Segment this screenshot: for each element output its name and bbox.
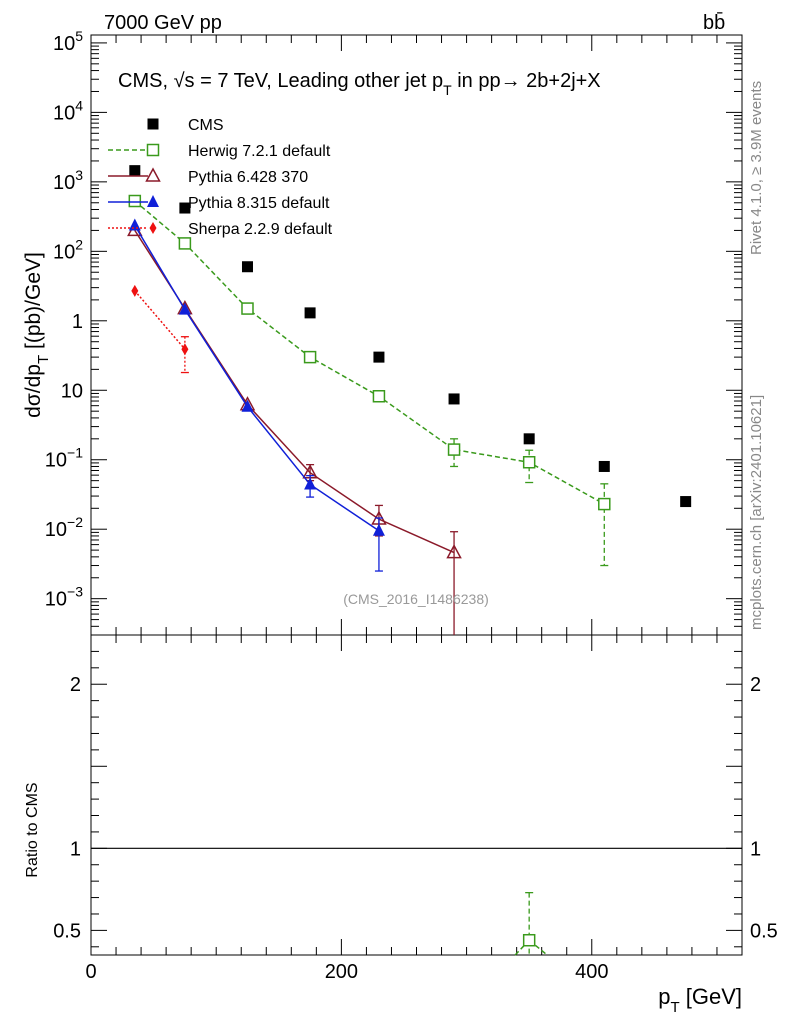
data-point [178, 237, 192, 250]
ratio-tick-label-right: 1 [750, 838, 761, 860]
x-tick-label: 200 [325, 961, 358, 983]
data-point [304, 477, 317, 490]
data-point [446, 544, 462, 559]
y-tick-label: 104 [53, 97, 83, 124]
rivet-version-label: Rivet 4.1.0, ≥ 3.9M events [748, 81, 765, 255]
y-tick-label: 10−1 [45, 445, 83, 472]
legend-entry: Pythia 6.428 370 [108, 167, 308, 186]
y-tick-label: 10−3 [45, 584, 83, 611]
y-axis-label: dσ/dpT [(pb)/GeV] [22, 252, 52, 418]
legend-entry: Sherpa 2.2.9 default [108, 221, 333, 238]
ratio-y-axis-label: Ratio to CMS [24, 782, 41, 877]
ratio-tick-label-right: 2 [750, 674, 761, 696]
legend: CMS Herwig 7.2.1 default Pythia 6.428 370 P… [108, 117, 333, 238]
data-point [448, 393, 460, 405]
legend-label: Pythia 6.428 370 [188, 169, 308, 186]
data-point [598, 497, 611, 511]
chart-title: CMS, √s = 7 TeV, Leading other jet pT in… [118, 70, 601, 98]
ratio-point [522, 933, 536, 947]
y-tick-label: 10−2 [45, 514, 83, 541]
axes: 105 104 103 102 1 10 10−1 10−2 10−3 0 200 400 2 2 1 1 0.… [45, 28, 778, 983]
y-tick-label: 105 [53, 28, 83, 55]
legend-marker [145, 167, 161, 182]
data-point [523, 433, 535, 445]
series-pythia-6-428-370 [127, 221, 462, 635]
process-label: bb̄ [703, 11, 725, 34]
series-cms [129, 165, 692, 508]
mcplots-label: mcplots.cern.ch [arXiv:2401.10621] [748, 395, 765, 630]
data-point [131, 284, 139, 297]
data-point [128, 194, 142, 208]
ratio-tick-label: 1 [70, 838, 81, 860]
legend-marker [147, 118, 159, 130]
energy-label: 7000 GeV pp [104, 12, 222, 34]
ratio-tick-label: 2 [70, 674, 81, 696]
data-point [178, 302, 191, 315]
legend-entry: Pythia 8.315 default [108, 195, 330, 212]
legend-marker [149, 222, 157, 234]
data-point [522, 456, 536, 469]
data-point [372, 523, 385, 536]
y-tick-label: 103 [53, 167, 83, 194]
legend-marker [146, 143, 160, 157]
legend-label: CMS [188, 117, 224, 134]
series-line [134, 290, 186, 350]
data-point [680, 496, 692, 508]
series-herwig-7-2-1-default [128, 194, 611, 567]
ratio-layer [514, 891, 548, 956]
x-tick-label: 0 [85, 961, 96, 983]
series-line [134, 225, 380, 532]
data-point [128, 218, 141, 231]
legend-entry: CMS [147, 117, 224, 134]
ratio-series-herwig [514, 891, 548, 956]
ratio-plot-frame [90, 634, 743, 956]
data-point [179, 202, 191, 214]
legend-marker [147, 195, 159, 207]
data-point [447, 443, 461, 456]
data-point [241, 261, 253, 273]
data-point [304, 307, 316, 319]
legend-label: Pythia 8.315 default [188, 195, 330, 212]
y-tick-label: 1 [72, 311, 83, 333]
x-tick-label: 400 [575, 961, 608, 983]
ratio-tick-label-right: 0.5 [750, 920, 778, 942]
legend-label: Sherpa 2.2.9 default [188, 221, 333, 238]
legend-label: Herwig 7.2.1 default [188, 143, 331, 160]
data-point [373, 351, 385, 363]
data-layer [127, 165, 692, 635]
data-point [303, 350, 317, 364]
analysis-id: (CMS_2016_I1486238) [343, 591, 489, 607]
y-tick-label: 102 [53, 236, 83, 263]
data-point [241, 399, 254, 412]
data-point [598, 460, 610, 472]
y-tick-label: 10 [61, 380, 83, 402]
series-pythia-8-315-default [128, 218, 385, 572]
x-axis-label: pT [GeV] [658, 984, 742, 1016]
series-line [134, 229, 455, 554]
series-sherpa-2-2-9-default [131, 284, 189, 374]
ratio-tick-label: 0.5 [53, 920, 81, 942]
series-line [134, 200, 605, 505]
data-point [372, 390, 386, 403]
data-point [241, 302, 254, 315]
legend-entry: Herwig 7.2.1 default [108, 143, 331, 160]
data-point [129, 165, 141, 177]
data-point [181, 343, 189, 356]
